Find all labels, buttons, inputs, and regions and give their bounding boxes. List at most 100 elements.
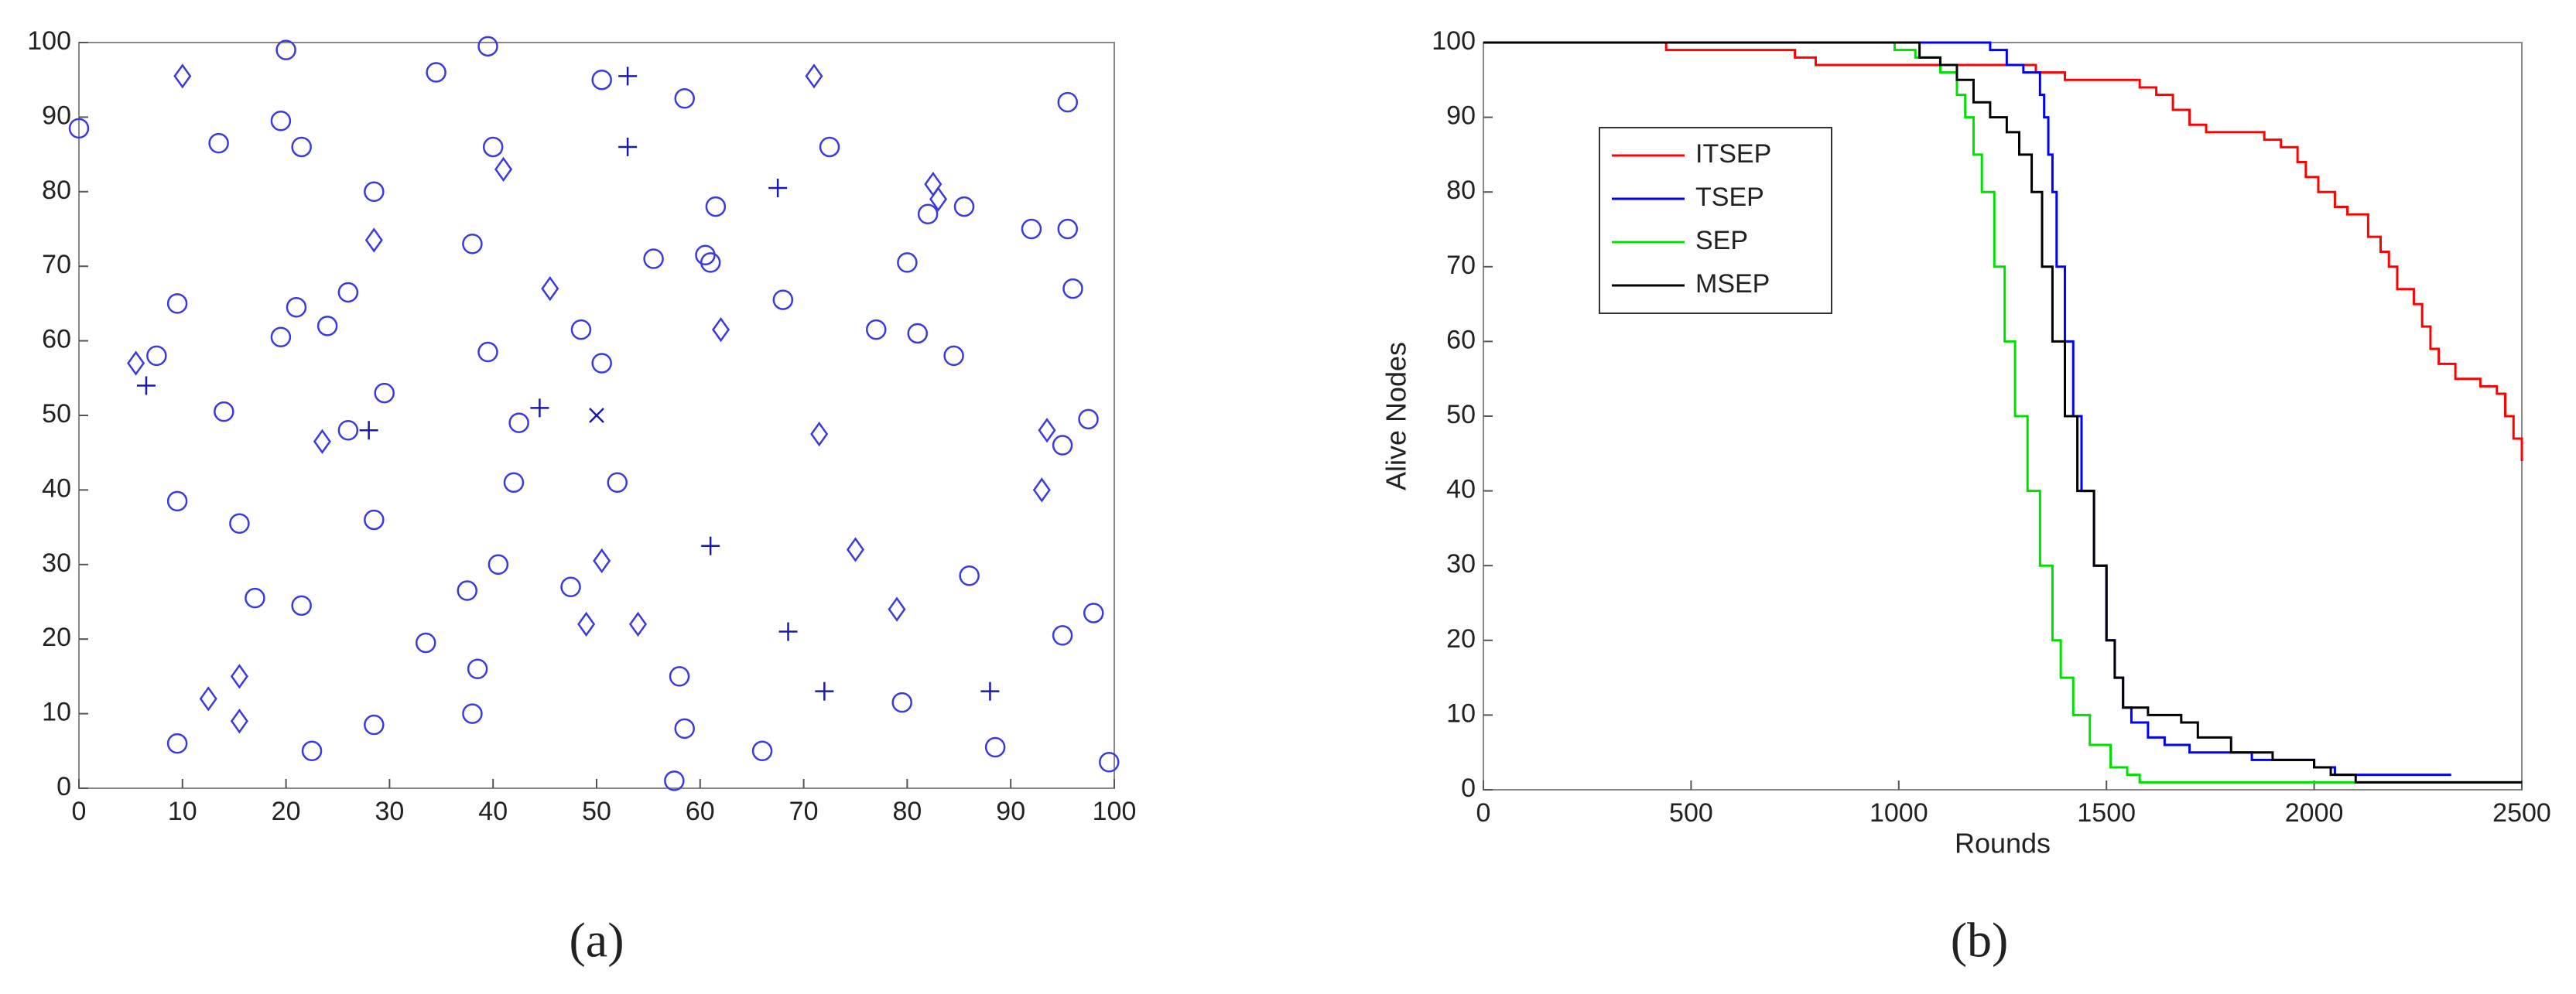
point <box>127 350 145 376</box>
point <box>593 548 611 574</box>
y-axis-label: Alive Nodes <box>1380 342 1412 490</box>
point-stroke <box>589 408 604 423</box>
x-tick-label: 50 <box>582 797 611 826</box>
point <box>772 289 794 310</box>
point <box>494 156 513 183</box>
point <box>1078 408 1099 430</box>
point <box>477 36 498 57</box>
y-tick-label: 30 <box>42 548 71 578</box>
series-line <box>1483 41 2523 461</box>
x-tick-label: 100 <box>1093 797 1137 826</box>
y-tick-label: 30 <box>1446 549 1476 579</box>
x-tick-label: 70 <box>789 797 819 826</box>
caption-b: (b) <box>1951 913 2009 968</box>
y-tick-label: 0 <box>1461 774 1476 803</box>
point <box>674 718 695 740</box>
point <box>316 316 338 336</box>
legend-label: SEP <box>1695 226 1748 255</box>
x-tick-label: 2000 <box>2285 798 2344 828</box>
point <box>146 345 167 367</box>
y-tick-label: 0 <box>56 772 71 801</box>
point <box>1062 278 1083 299</box>
point <box>712 316 730 343</box>
point <box>643 248 664 269</box>
legend-label: ITSEP <box>1695 139 1771 169</box>
point <box>980 681 1000 701</box>
point <box>577 611 596 637</box>
point <box>701 536 720 555</box>
point <box>1032 477 1051 503</box>
legend-label: MSEP <box>1695 269 1770 299</box>
point <box>768 178 788 197</box>
point <box>810 421 829 447</box>
point <box>888 596 906 622</box>
point <box>230 709 248 734</box>
point <box>819 136 840 158</box>
point <box>1021 218 1042 240</box>
point <box>530 398 549 418</box>
series-line <box>1483 41 2522 784</box>
point <box>541 275 559 302</box>
point <box>173 63 192 89</box>
point <box>337 282 359 303</box>
point <box>426 62 446 83</box>
point <box>929 186 948 212</box>
point <box>1052 625 1073 646</box>
point <box>943 345 964 367</box>
caption-a: (a) <box>569 913 624 968</box>
x-tick-label: 60 <box>686 797 715 826</box>
point <box>1038 418 1056 443</box>
point <box>866 319 887 340</box>
y-tick-label: 40 <box>42 473 71 503</box>
x-tick-label: 2500 <box>2492 798 2551 828</box>
point <box>208 132 229 154</box>
point <box>313 429 331 454</box>
y-tick-label: 90 <box>1446 101 1476 131</box>
point <box>1057 91 1079 113</box>
point <box>467 658 488 680</box>
point <box>751 740 773 762</box>
point <box>1052 435 1073 456</box>
point <box>805 63 823 89</box>
y-tick-label: 10 <box>1446 699 1476 728</box>
point <box>705 196 727 217</box>
point <box>245 587 265 609</box>
point <box>589 408 604 423</box>
x-tick-label: 40 <box>478 797 508 826</box>
point <box>166 733 188 754</box>
point <box>415 632 436 654</box>
point <box>364 227 383 253</box>
x-tick-label: 0 <box>1476 798 1491 828</box>
y-tick-label: 60 <box>42 325 71 354</box>
point <box>664 770 685 791</box>
point <box>846 537 865 562</box>
y-tick-label: 90 <box>42 101 71 130</box>
y-tick-label: 20 <box>42 623 71 652</box>
point <box>508 412 529 433</box>
point <box>560 576 581 597</box>
point <box>359 421 378 440</box>
point <box>166 490 188 512</box>
x-tick-label: 80 <box>892 797 922 826</box>
point <box>136 376 156 395</box>
point <box>462 703 483 724</box>
point <box>214 401 234 422</box>
point <box>477 341 498 363</box>
point <box>591 353 612 374</box>
point <box>364 509 385 531</box>
point <box>374 382 395 404</box>
point <box>1057 218 1079 240</box>
point <box>229 513 250 535</box>
point <box>68 118 90 139</box>
x-tick-label: 30 <box>375 797 404 826</box>
x-axis-label: Rounds <box>1955 828 2051 859</box>
point <box>364 181 385 203</box>
y-tick-label: 100 <box>27 26 71 56</box>
point <box>618 67 638 86</box>
point <box>953 196 975 217</box>
x-tick-label: 1000 <box>1870 798 1928 828</box>
y-tick-label: 10 <box>42 698 71 727</box>
point <box>482 136 504 158</box>
point <box>1083 603 1104 623</box>
